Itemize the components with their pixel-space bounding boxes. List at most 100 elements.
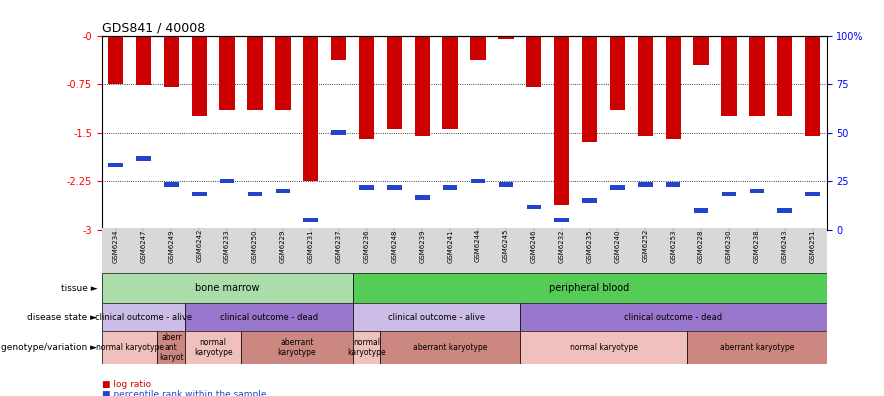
Text: GSM6231: GSM6231 — [308, 229, 314, 263]
Bar — [582, 36, 598, 142]
Bar — [164, 182, 179, 187]
Bar — [359, 36, 374, 139]
Text: GSM6228: GSM6228 — [698, 229, 704, 263]
Bar — [219, 36, 235, 110]
Text: clinical outcome - dead: clinical outcome - dead — [220, 313, 318, 322]
Bar — [109, 163, 123, 167]
Bar — [499, 182, 514, 187]
Text: clinical outcome - alive: clinical outcome - alive — [388, 313, 484, 322]
Bar — [157, 331, 186, 364]
Text: ■ percentile rank within the sample: ■ percentile rank within the sample — [102, 390, 266, 396]
Bar — [353, 273, 827, 303]
Bar — [777, 208, 792, 213]
Bar — [554, 36, 569, 205]
Bar — [470, 36, 485, 60]
Bar — [750, 188, 764, 193]
Bar — [520, 303, 827, 333]
Bar — [694, 208, 708, 213]
Text: GSM6232: GSM6232 — [559, 229, 565, 263]
Bar — [108, 36, 123, 84]
Bar — [638, 182, 652, 187]
Text: peripheral blood: peripheral blood — [550, 283, 629, 293]
Bar — [186, 303, 353, 333]
Text: aberrant
karyotype: aberrant karyotype — [278, 338, 316, 357]
Bar — [102, 331, 157, 364]
Bar — [526, 36, 542, 88]
Bar — [415, 195, 430, 200]
Bar — [805, 192, 819, 196]
Text: GSM6239: GSM6239 — [419, 229, 425, 263]
Bar — [102, 273, 353, 303]
Text: bone marrow: bone marrow — [194, 283, 259, 293]
Bar — [380, 331, 520, 364]
Bar — [499, 36, 514, 39]
Bar — [353, 303, 520, 333]
Text: normal
karyotype: normal karyotype — [347, 338, 385, 357]
Text: ■ log ratio: ■ log ratio — [102, 380, 151, 388]
Bar — [220, 179, 234, 183]
Text: GSM6245: GSM6245 — [503, 229, 509, 263]
Bar — [443, 36, 458, 129]
Bar — [527, 205, 541, 209]
Text: GSM6230: GSM6230 — [726, 229, 732, 263]
Text: GSM6242: GSM6242 — [196, 229, 202, 263]
Text: GSM6244: GSM6244 — [475, 229, 481, 263]
Bar — [102, 303, 186, 333]
Text: normal karyotype: normal karyotype — [569, 343, 637, 352]
Bar — [415, 36, 430, 136]
Text: aberr
ant
karyot: aberr ant karyot — [159, 333, 184, 362]
Bar — [303, 36, 318, 181]
Bar — [443, 185, 457, 190]
Bar — [192, 192, 207, 196]
Bar — [554, 218, 569, 222]
Text: tissue ►: tissue ► — [61, 284, 97, 293]
Bar — [666, 182, 681, 187]
Text: GSM6246: GSM6246 — [530, 229, 537, 263]
Text: normal
karyotype: normal karyotype — [194, 338, 232, 357]
Text: GSM6247: GSM6247 — [141, 229, 147, 263]
Bar — [353, 331, 380, 364]
Text: GSM6236: GSM6236 — [363, 229, 370, 263]
Bar — [805, 36, 820, 136]
Bar — [749, 36, 765, 116]
Bar — [332, 130, 346, 135]
Bar — [303, 218, 318, 222]
Text: aberrant karyotype: aberrant karyotype — [720, 343, 794, 352]
Bar — [248, 36, 263, 110]
Bar — [275, 36, 291, 110]
Text: GDS841 / 40008: GDS841 / 40008 — [102, 21, 205, 34]
Text: GSM6243: GSM6243 — [781, 229, 788, 263]
Text: GSM6252: GSM6252 — [643, 229, 648, 263]
Text: aberrant karyotype: aberrant karyotype — [413, 343, 487, 352]
Text: GSM6250: GSM6250 — [252, 229, 258, 263]
Bar — [241, 331, 353, 364]
Bar — [471, 179, 485, 183]
Bar — [666, 36, 681, 139]
Text: GSM6241: GSM6241 — [447, 229, 453, 263]
Text: normal karyotype: normal karyotype — [95, 343, 164, 352]
Bar — [583, 198, 597, 203]
Text: GSM6240: GSM6240 — [614, 229, 621, 263]
Bar — [610, 36, 625, 110]
Bar — [520, 331, 687, 364]
Text: clinical outcome - alive: clinical outcome - alive — [95, 313, 192, 322]
Text: GSM6234: GSM6234 — [112, 229, 118, 263]
Text: GSM6237: GSM6237 — [336, 229, 341, 263]
Bar — [610, 185, 625, 190]
Text: GSM6238: GSM6238 — [754, 229, 760, 263]
Text: GSM6249: GSM6249 — [168, 229, 174, 263]
Text: GSM6235: GSM6235 — [587, 229, 592, 263]
Bar — [186, 331, 241, 364]
Bar — [386, 36, 402, 129]
Text: clinical outcome - dead: clinical outcome - dead — [624, 313, 722, 322]
Text: disease state ►: disease state ► — [27, 313, 97, 322]
Text: genotype/variation ►: genotype/variation ► — [1, 343, 97, 352]
Bar — [687, 331, 827, 364]
Bar — [777, 36, 792, 116]
Text: GSM6233: GSM6233 — [225, 229, 230, 263]
Bar — [721, 192, 736, 196]
Text: GSM6248: GSM6248 — [392, 229, 398, 263]
Bar — [693, 36, 709, 65]
Bar — [637, 36, 653, 136]
Bar — [164, 36, 179, 88]
